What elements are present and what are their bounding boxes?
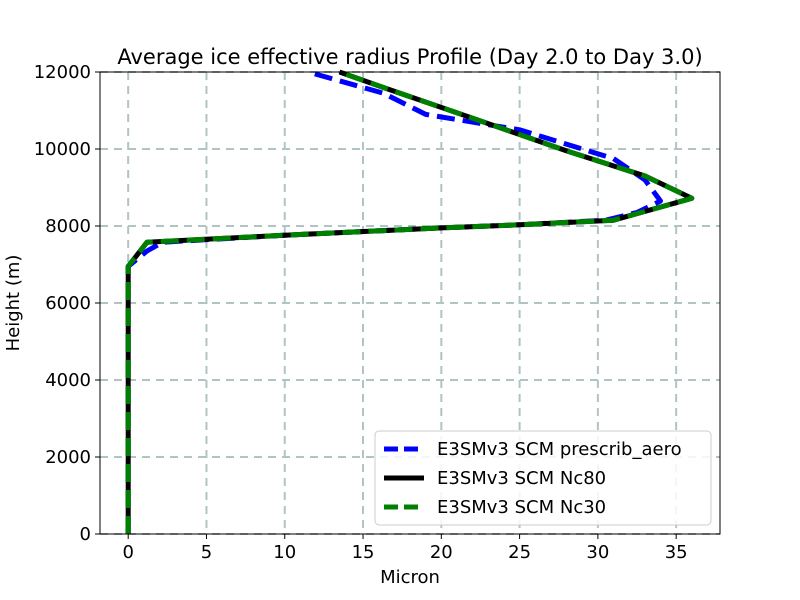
y-tick-layer: 0 2000 4000 6000 8000 10000 12000	[34, 62, 100, 545]
x-tick-label: 5	[201, 542, 212, 563]
legend: E3SMv3 SCM prescrib_aero E3SMv3 SCM Nc80 E…	[374, 430, 712, 526]
legend-label-3: E3SMv3 SCM Nc30	[437, 497, 606, 518]
y-tick-label: 6000	[45, 293, 91, 314]
x-tick-label: 25	[508, 542, 531, 563]
x-axis-label: Micron	[380, 567, 440, 588]
y-tick-label: 2000	[45, 447, 91, 468]
x-tick-label: 30	[586, 542, 609, 563]
series-layer	[125, 69, 695, 534]
chart-title: Average ice effective radius Profile (Da…	[117, 45, 702, 69]
x-tick-label: 10	[273, 542, 296, 563]
legend-label-1: E3SMv3 SCM prescrib_aero	[437, 439, 682, 460]
y-tick-label: 8000	[45, 216, 91, 237]
y-tick-label: 12000	[34, 62, 91, 83]
y-tick-label: 10000	[34, 139, 91, 160]
x-tick-layer: 0 5 10 15 20 25 30 35	[122, 534, 688, 563]
y-axis-label: Height (m)	[3, 255, 24, 352]
legend-box	[374, 430, 712, 526]
y-tick-label: 0	[80, 524, 91, 545]
x-tick-label: 0	[122, 542, 133, 563]
legend-label-2: E3SMv3 SCM Nc80	[437, 468, 606, 489]
series-line-3	[125, 69, 695, 534]
x-tick-label: 20	[430, 542, 453, 563]
x-tick-label: 15	[352, 542, 375, 563]
y-tick-label: 4000	[45, 370, 91, 391]
x-tick-label: 35	[665, 542, 688, 563]
